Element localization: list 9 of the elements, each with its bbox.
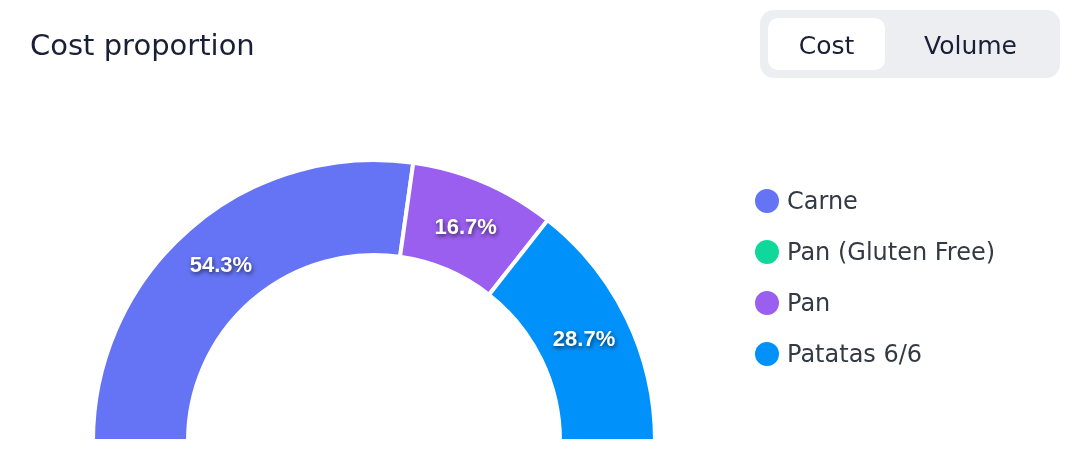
legend-label: Pan bbox=[787, 289, 831, 317]
chart-title: Cost proportion bbox=[30, 28, 255, 62]
legend-label: Carne bbox=[787, 187, 858, 215]
data-label: 28.7% bbox=[552, 326, 616, 352]
toggle-switch: Cost Volume bbox=[760, 10, 1060, 78]
data-label: 54.3% bbox=[189, 252, 253, 278]
legend-label: Pan (Gluten Free) bbox=[787, 238, 996, 266]
legend-label: Patatas 6/6 bbox=[787, 340, 923, 368]
data-label: 16.7% bbox=[434, 213, 497, 239]
